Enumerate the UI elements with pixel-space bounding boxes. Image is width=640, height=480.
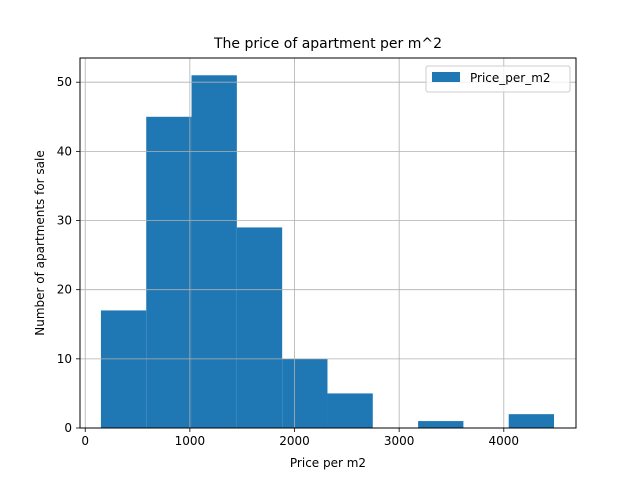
y-tick-label-0: 0 bbox=[64, 421, 72, 435]
histogram-bar-3 bbox=[236, 227, 283, 428]
histogram-bar-9 bbox=[508, 414, 555, 428]
histogram-bar-4 bbox=[282, 358, 328, 428]
histogram-bar-2 bbox=[191, 75, 237, 428]
histogram-bar-5 bbox=[327, 393, 373, 428]
y-tick-label-1: 10 bbox=[57, 352, 72, 366]
legend-box bbox=[425, 65, 571, 93]
chart-title: The price of apartment per m^2 bbox=[213, 36, 442, 52]
y-tick-label-3: 30 bbox=[57, 214, 72, 228]
y-tick-label-2: 20 bbox=[57, 283, 72, 297]
y-axis-label: Number of apartments for sale bbox=[33, 150, 47, 335]
y-tick-label-4: 40 bbox=[57, 144, 72, 158]
x-tick-label-2: 2000 bbox=[279, 434, 310, 448]
legend-label: Price_per_m2 bbox=[470, 71, 551, 85]
histogram-bar-1 bbox=[146, 116, 192, 429]
histogram-bar-0 bbox=[100, 310, 147, 428]
ticks-layer: 0 1000 2000 3000 4000 0 10 20 30 40 50 bbox=[57, 75, 519, 448]
plot-frame bbox=[79, 57, 577, 429]
bars-layer bbox=[100, 75, 555, 429]
legend: Price_per_m2 bbox=[425, 65, 571, 93]
histogram-bar-7 bbox=[418, 421, 464, 428]
x-axis-label: Price per m2 bbox=[290, 456, 366, 470]
x-tick-label-1: 1000 bbox=[175, 434, 206, 448]
y-tick-label-5: 50 bbox=[57, 75, 72, 89]
legend-swatch bbox=[432, 72, 460, 82]
x-tick-label-0: 0 bbox=[81, 434, 89, 448]
x-tick-label-4: 4000 bbox=[489, 434, 520, 448]
x-tick-label-3: 3000 bbox=[384, 434, 415, 448]
